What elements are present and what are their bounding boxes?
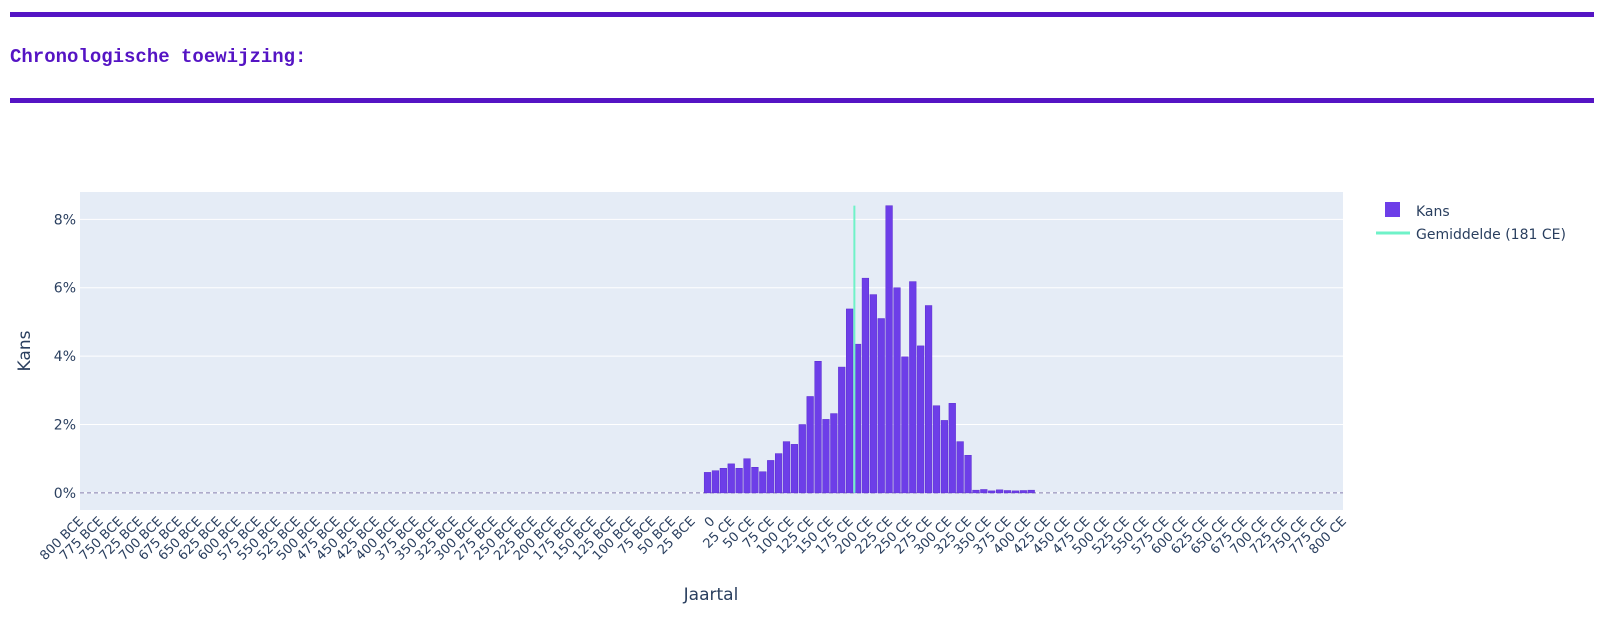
bar-series (703, 205, 1035, 494)
bar (940, 420, 948, 494)
bar (972, 489, 980, 494)
top-divider (10, 12, 1594, 17)
bar (885, 205, 893, 494)
bar (735, 468, 743, 494)
bar (1003, 490, 1012, 494)
y-tick-label: 0% (54, 486, 76, 502)
bar (743, 458, 751, 494)
bar (956, 441, 964, 494)
bar (948, 403, 956, 494)
bar (767, 460, 775, 494)
bar (932, 405, 941, 494)
y-tick-label: 6% (54, 281, 76, 297)
legend-label-kans: Kans (1416, 204, 1450, 220)
bar (893, 287, 901, 494)
bar (719, 468, 727, 494)
legend[interactable]: Kans Gemiddelde (181 CE) (1376, 202, 1566, 243)
y-tick-label: 8% (54, 212, 76, 228)
legend-label-mean: Gemiddelde (181 CE) (1416, 227, 1566, 243)
bar (830, 413, 838, 494)
y-tick-label: 4% (54, 349, 76, 365)
section-heading: Chronologische toewijzing: (10, 46, 307, 68)
bar (861, 277, 870, 494)
bar (838, 366, 846, 494)
grid-lines (80, 218, 1343, 494)
bar (909, 281, 917, 494)
bar (806, 396, 814, 494)
legend-swatch-bar (1385, 202, 1400, 217)
bar (798, 424, 806, 494)
bar (782, 441, 791, 494)
bar (964, 455, 972, 494)
bar (869, 294, 877, 494)
bar (988, 490, 996, 494)
bar (822, 419, 830, 494)
bar (1027, 489, 1035, 494)
bar (980, 489, 988, 494)
bar (917, 345, 925, 494)
bar (711, 470, 720, 494)
bottom-divider (10, 98, 1594, 103)
bar (775, 453, 783, 494)
plot-area (80, 192, 1343, 510)
y-tick-label: 2% (54, 418, 76, 434)
bar (727, 463, 735, 494)
bar (814, 361, 822, 494)
y-tick-labels: 0% 2% 4% 6% 8% (54, 212, 76, 502)
bar (790, 444, 798, 494)
y-axis-label: Kans (15, 330, 35, 371)
bar (1019, 490, 1027, 494)
bar (751, 467, 759, 494)
bar (901, 356, 909, 494)
bar (703, 472, 712, 494)
bar (924, 305, 933, 494)
bar (877, 318, 885, 494)
bar (1011, 490, 1020, 494)
bar (996, 489, 1004, 494)
bar (846, 308, 854, 494)
x-axis-label: Jaartal (683, 585, 739, 605)
bar (759, 471, 767, 494)
